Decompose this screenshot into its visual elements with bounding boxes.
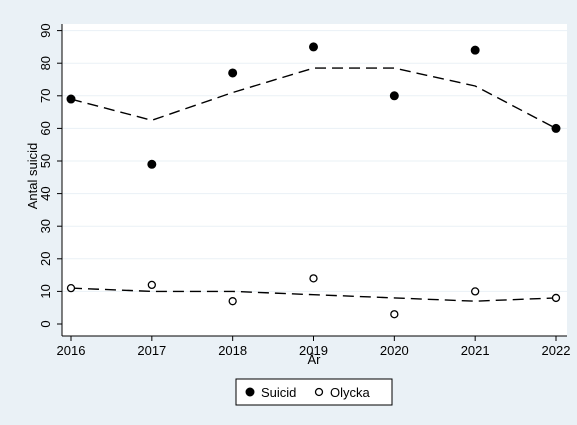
x-tick-label: 2017	[137, 343, 166, 358]
data-point-suicid	[309, 42, 318, 52]
y-axis-label: Antal suicid	[25, 143, 40, 209]
y-tick-label: 0	[38, 320, 53, 327]
y-tick-label: 40	[38, 186, 53, 200]
x-tick-label: 2019	[299, 343, 328, 358]
data-point-olycka	[147, 280, 156, 290]
x-tick-label: 2021	[461, 343, 490, 358]
data-point-suicid	[389, 91, 399, 101]
y-tick-label: 10	[38, 284, 53, 298]
legend-label-suicid: Suicid	[261, 385, 296, 400]
x-tick-label: 2020	[380, 343, 409, 358]
data-point-olycka	[66, 283, 76, 293]
data-point-olycka	[228, 297, 237, 306]
axis-layer	[61, 24, 567, 337]
y-tick-label: 20	[38, 252, 53, 266]
data-point-olycka	[309, 274, 318, 283]
legend-label-olycka: Olycka	[330, 385, 371, 400]
y-tick-label: 70	[38, 89, 53, 103]
trend-line-suicid	[70, 67, 557, 130]
x-tick-label: 2022	[542, 343, 571, 358]
x-tick-label: 2018	[218, 343, 247, 358]
y-tick-label: 90	[38, 23, 53, 37]
plot-area	[62, 24, 567, 336]
data-point-olycka	[471, 287, 480, 296]
trend-layer	[70, 67, 557, 302]
data-point-suicid	[551, 123, 561, 133]
x-tick-label: 2016	[57, 343, 86, 358]
data-point-olycka	[551, 293, 561, 303]
y-tick-label: 50	[38, 154, 53, 168]
legend-marker-olycka	[314, 387, 324, 397]
y-tick-label: 30	[38, 219, 53, 233]
legend: Suicid Olycka	[235, 378, 393, 406]
x-axis-label: År	[308, 352, 322, 367]
data-point-olycka	[390, 310, 399, 319]
trend-line-olycka	[70, 287, 557, 302]
data-point-suicid	[228, 68, 238, 78]
grid-layer	[62, 30, 567, 292]
data-point-suicid	[147, 159, 157, 169]
legend-box	[235, 378, 393, 406]
y-tick-label: 60	[38, 121, 53, 135]
legend-marker-suicid	[245, 387, 255, 397]
data-point-suicid	[66, 94, 76, 104]
point-layer	[66, 42, 561, 319]
y-tick-label: 80	[38, 56, 53, 70]
data-point-suicid	[470, 45, 480, 55]
tick-layer: 0 10 20 30 40 50 60 70 80 90 2016 2017 2018 2019 2020 2…	[38, 23, 570, 358]
